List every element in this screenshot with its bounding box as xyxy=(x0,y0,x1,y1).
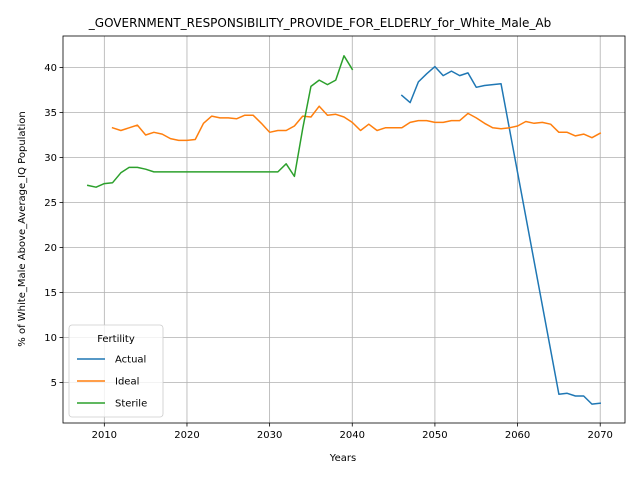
legend-box xyxy=(68,324,164,418)
chart-title: _GOVERNMENT_RESPONSIBILITY_PROVIDE_FOR_E… xyxy=(88,16,551,30)
y-tick-label: 30 xyxy=(44,153,57,164)
series-line-sterile xyxy=(86,55,354,188)
x-tick-label: 2060 xyxy=(505,430,530,441)
grid-lines xyxy=(63,36,625,423)
legend: Fertility Actual Ideal Sterile xyxy=(68,324,164,418)
y-axis-label: % of White_Male Above_Average_IQ Populat… xyxy=(17,111,28,346)
x-tick-label: 2030 xyxy=(257,430,282,441)
legend-label-ideal: Ideal xyxy=(115,377,139,388)
y-tick-label: 5 xyxy=(51,378,57,389)
plot-area-frame xyxy=(62,35,626,424)
legend-label-sterile: Sterile xyxy=(115,399,147,410)
x-axis-label: Years xyxy=(329,453,356,464)
series-line-actual xyxy=(400,65,602,405)
y-tick-label: 25 xyxy=(44,198,57,209)
y-tick-label: 10 xyxy=(44,333,57,344)
x-tick-label: 2040 xyxy=(340,430,365,441)
y-tick-label: 15 xyxy=(44,288,57,299)
x-tick-label: 2020 xyxy=(174,430,199,441)
x-axis-ticks: 2010 2020 2030 2040 2050 2060 2070 xyxy=(92,423,613,441)
series-lines xyxy=(86,55,602,405)
legend-label-actual: Actual xyxy=(115,355,146,366)
series-line-ideal xyxy=(111,105,602,142)
x-tick-label: 2050 xyxy=(422,430,447,441)
y-tick-label: 35 xyxy=(44,108,57,119)
legend-title: Fertility xyxy=(97,334,135,345)
x-tick-label: 2010 xyxy=(92,430,117,441)
y-tick-label: 20 xyxy=(44,243,57,254)
y-axis-ticks: 5 10 15 20 25 30 35 40 xyxy=(44,63,63,389)
y-tick-label: 40 xyxy=(44,63,57,74)
x-tick-label: 2070 xyxy=(587,430,612,441)
